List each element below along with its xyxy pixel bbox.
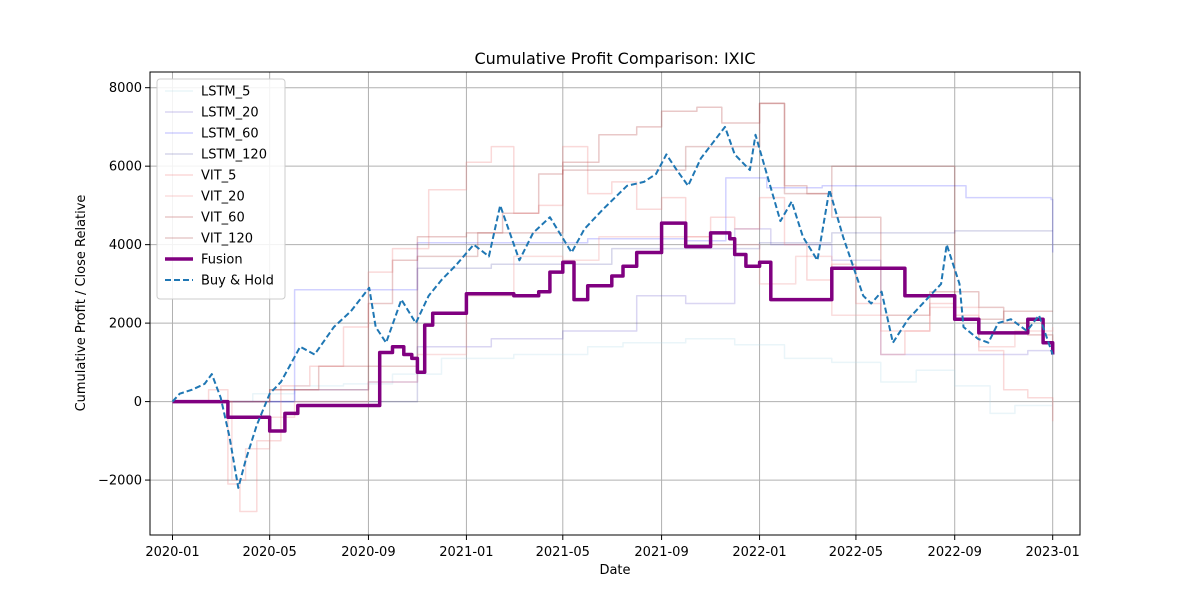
- series-line-lstm-120: [172, 230, 1053, 403]
- y-tick-label: 4000: [109, 238, 142, 253]
- legend-label-fusion: Fusion: [201, 253, 243, 268]
- x-tick-label: 2021-05: [536, 545, 590, 560]
- series-line-vit-60: [172, 102, 1054, 403]
- legend-label-lstm-60: LSTM_60: [201, 127, 259, 142]
- x-axis: 2020-01 2020-05 2020-09 2021-01 2021-05 2021-…: [145, 535, 1080, 560]
- y-tick-label: −2000: [98, 474, 142, 489]
- y-tick-label: 0: [134, 395, 142, 410]
- legend-label-vit-60: VIT_60: [201, 211, 245, 226]
- x-tick-label: 2021-09: [634, 545, 688, 560]
- x-tick-label: 2022-05: [829, 545, 883, 560]
- x-tick-label: 2020-09: [341, 545, 395, 560]
- legend-label-vit-5: VIT_5: [201, 169, 236, 184]
- legend-label-vit-120: VIT_120: [201, 232, 253, 247]
- series-line-lstm-5: [172, 338, 1053, 415]
- series-line-fusion: [172, 221, 1055, 433]
- x-tick-label: 2020-05: [242, 545, 296, 560]
- legend-label-lstm-20: LSTM_20: [201, 106, 259, 121]
- y-axis-label: Cumulative Profit / Close Relative: [74, 195, 89, 412]
- x-tick-label: 2022-01: [732, 545, 786, 560]
- legend-label-lstm-5: LSTM_5: [201, 85, 250, 100]
- legend-label-buy-hold: Buy & Hold: [201, 274, 274, 289]
- axes-frame: [149, 71, 1081, 536]
- series-lines: [171, 102, 1055, 513]
- x-tick-label: 2023-01: [1026, 545, 1080, 560]
- x-tick-label: 2022-09: [928, 545, 982, 560]
- legend-label-lstm-120: LSTM_120: [201, 148, 267, 163]
- chart-title: Cumulative Profit Comparison: IXIC: [474, 49, 755, 68]
- x-axis-label: Date: [599, 563, 630, 578]
- plot-area: [171, 102, 1055, 513]
- legend-label-vit-20: VIT_20: [201, 190, 245, 205]
- series-line-buy-hold: [171, 125, 1054, 489]
- y-tick-label: 6000: [109, 160, 142, 175]
- y-axis: −2000 0 2000 4000 6000 8000: [98, 81, 150, 489]
- series-line-vit-5: [172, 145, 1054, 513]
- legend-box: [156, 78, 286, 300]
- y-tick-label: 8000: [109, 81, 142, 96]
- x-tick-label: 2021-01: [439, 545, 493, 560]
- x-tick-label: 2020-01: [145, 545, 199, 560]
- series-line-vit-120: [172, 102, 1053, 403]
- series-line-lstm-60: [172, 177, 1054, 403]
- grid: [150, 72, 1080, 535]
- y-tick-label: 2000: [109, 317, 142, 332]
- legend: LSTM_5 LSTM_20 LSTM_60 LSTM_120 VIT_5 VIT_20 V…: [156, 78, 286, 300]
- series-line-lstm-20: [172, 228, 1053, 403]
